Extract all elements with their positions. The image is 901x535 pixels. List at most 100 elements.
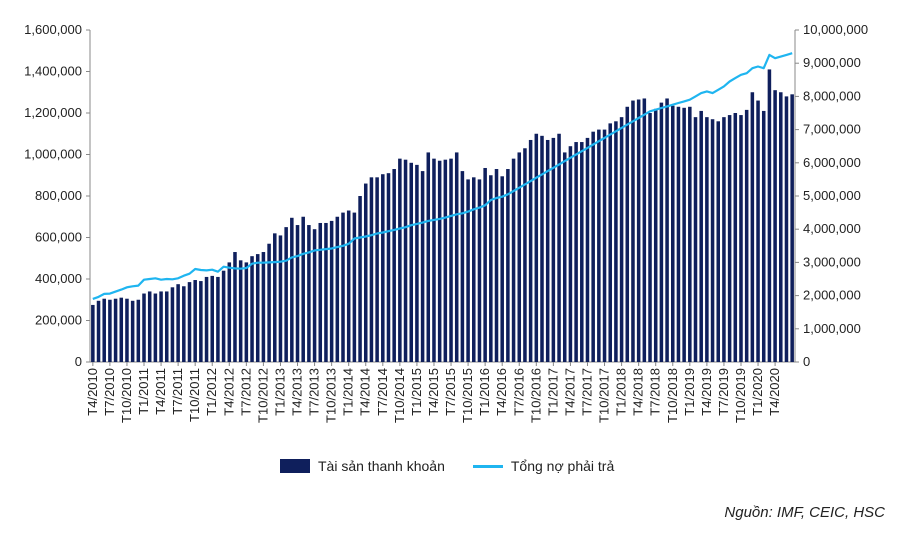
bar [614, 121, 618, 362]
bar [426, 152, 431, 362]
bar [346, 210, 351, 362]
bar [312, 229, 317, 362]
right-tick-label: 1,000,000 [803, 321, 861, 336]
right-tick-label: 6,000,000 [803, 155, 861, 170]
bar [648, 113, 652, 362]
bar [227, 262, 232, 362]
x-tick-label: T4/2010 [85, 368, 100, 416]
legend-item-line: Tổng nợ phải trả [472, 458, 615, 474]
bar [483, 167, 487, 362]
x-tick-label: T7/2016 [511, 368, 526, 416]
bar [585, 137, 590, 362]
bar [273, 233, 277, 362]
right-tick-label: 5,000,000 [803, 188, 861, 203]
x-tick-label: T10/2019 [733, 368, 748, 423]
bar [608, 123, 612, 362]
bar [233, 252, 237, 362]
bar [761, 110, 766, 362]
x-tick-label: T10/2014 [392, 368, 407, 423]
bar [773, 90, 777, 363]
bar [454, 152, 459, 362]
bar [182, 286, 186, 362]
left-tick-label: 200,000 [35, 313, 82, 328]
bar [96, 300, 101, 362]
bar [545, 139, 550, 362]
x-tick-label: T10/2017 [597, 368, 612, 423]
x-tick-label: T7/2012 [238, 368, 253, 416]
bar [494, 169, 499, 362]
left-tick-label: 400,000 [35, 271, 82, 286]
bar [358, 196, 362, 362]
x-tick-label: T4/2018 [631, 368, 646, 416]
x-tick-label: T10/2012 [255, 368, 270, 423]
bar [221, 270, 226, 362]
bar [727, 115, 732, 362]
x-tick-label: T4/2015 [426, 368, 441, 416]
bar [210, 275, 215, 362]
bar [261, 252, 266, 362]
bar [705, 117, 709, 363]
bar [580, 142, 584, 362]
left-tick-label: 800,000 [35, 188, 82, 203]
bar [176, 284, 180, 362]
bar [693, 117, 698, 363]
legend-label-line: Tổng nợ phải trả [510, 458, 615, 474]
x-tick-label: T4/2020 [767, 368, 782, 416]
bar [659, 102, 664, 362]
bar [733, 113, 738, 362]
x-tick-label: T10/2010 [119, 368, 134, 423]
bar [386, 173, 391, 362]
x-tick-label: T10/2018 [665, 368, 680, 423]
bar [352, 212, 357, 362]
left-tick-label: 0 [75, 354, 82, 369]
bar [199, 281, 203, 362]
x-tick-label: T7/2014 [375, 368, 390, 416]
x-tick-label: T4/2017 [562, 368, 577, 416]
bar [574, 142, 578, 362]
bar [716, 121, 721, 362]
bar [420, 171, 425, 362]
bar [113, 298, 118, 362]
bar [784, 96, 789, 363]
legend-swatch-bar [280, 459, 310, 473]
right-tick-label: 0 [803, 354, 810, 369]
bar [341, 212, 345, 362]
x-tick-label: T4/2016 [494, 368, 509, 416]
bar [750, 92, 755, 362]
chart-area: 0 200,000 400,000 600,000 800,000 1,000,000 1,… [24, 22, 868, 423]
bar [636, 99, 641, 362]
line-series [92, 52, 793, 300]
bar [767, 69, 772, 363]
x-tick-label: T7/2010 [102, 368, 117, 416]
bar [489, 175, 493, 362]
bar [443, 159, 448, 362]
bar [108, 299, 112, 362]
bar [466, 179, 470, 362]
x-tick-label: T10/2013 [324, 368, 339, 423]
x-tick-label: T4/2013 [290, 368, 305, 416]
bar [540, 135, 544, 362]
bar [523, 148, 527, 362]
x-tick-label: T10/2015 [460, 368, 475, 423]
x-tick-label: T7/2013 [307, 368, 322, 416]
bar [381, 174, 385, 362]
bar [756, 100, 760, 363]
bar [375, 177, 379, 362]
bar [744, 109, 749, 362]
bar [142, 293, 146, 362]
right-tick-label: 7,000,000 [803, 122, 861, 137]
bar [432, 158, 436, 362]
x-tick-label: T4/2014 [358, 368, 373, 416]
x-tick-label: T1/2016 [477, 368, 492, 416]
bar [699, 110, 703, 362]
bar [238, 260, 243, 362]
right-tick-label: 4,000,000 [803, 221, 861, 236]
bar [216, 276, 220, 362]
bar [477, 179, 482, 362]
x-tick-label: T7/2017 [579, 368, 594, 416]
x-tick-label: T1/2014 [341, 368, 356, 416]
bar [290, 217, 294, 362]
bar [665, 98, 669, 362]
combo-chart-svg: 0 200,000 400,000 600,000 800,000 1,000,000 1,… [24, 22, 868, 423]
bar [602, 129, 607, 362]
